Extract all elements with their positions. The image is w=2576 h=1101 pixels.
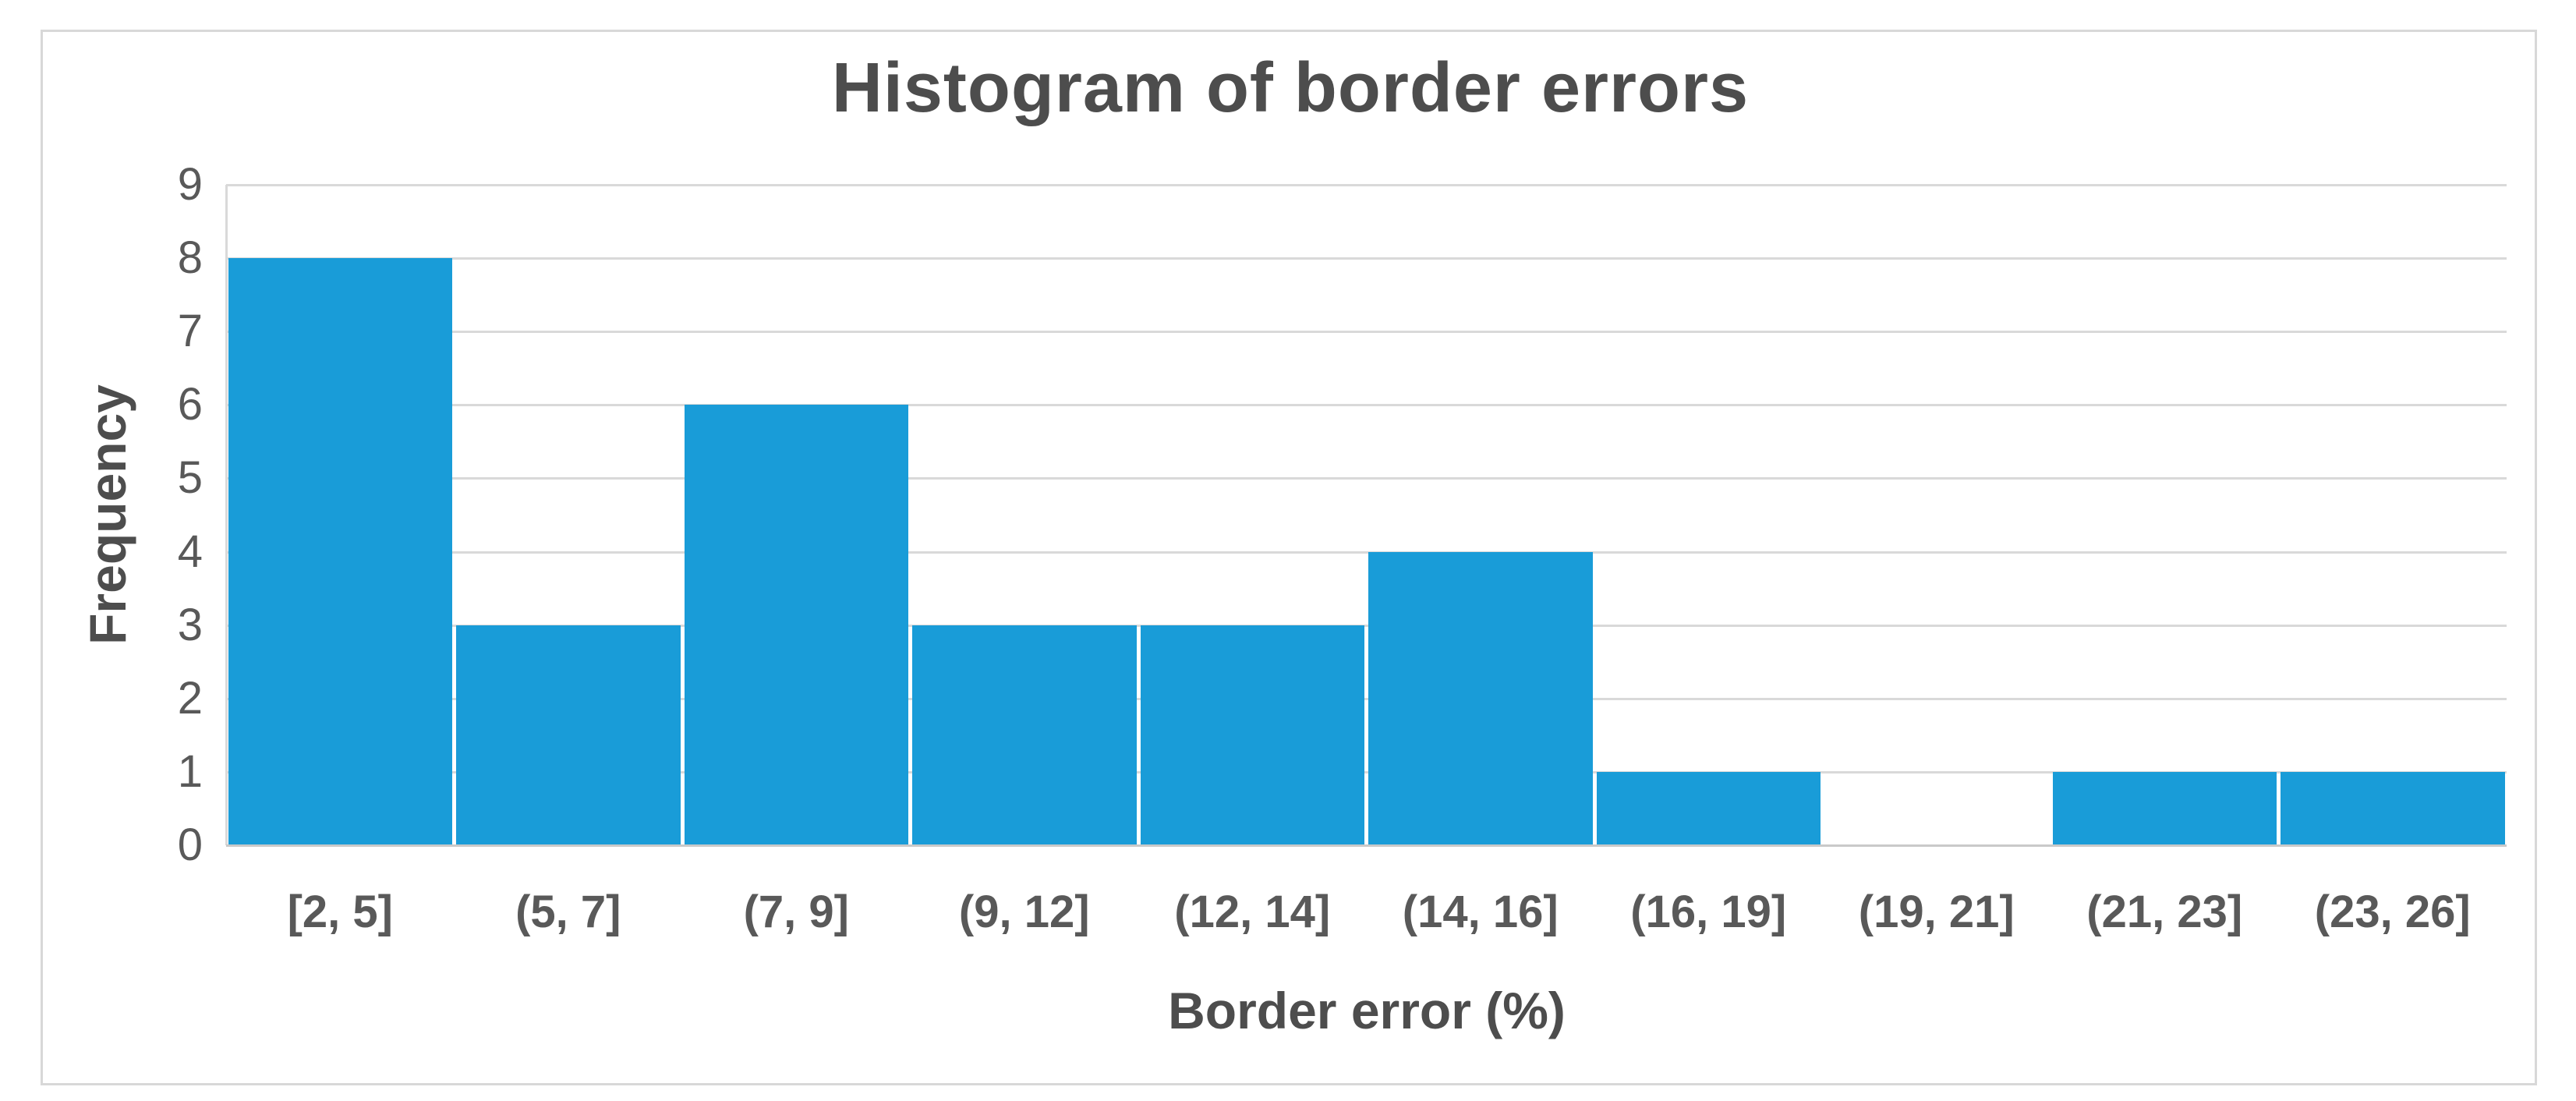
bar-(5, 7]	[456, 625, 681, 845]
x-tick-label-2: (7, 9]	[743, 887, 849, 937]
x-axis-title: Border error (%)	[1168, 982, 1566, 1039]
gridline-y-5	[226, 477, 2507, 480]
x-tick-label-7: (19, 21]	[1858, 887, 2015, 937]
bar-(21, 23]	[2052, 771, 2277, 845]
bar-(14, 16]	[1368, 551, 1593, 845]
x-tick-label-1: (5, 7]	[515, 887, 621, 937]
x-tick-label-3: (9, 12]	[958, 887, 1090, 937]
x-tick-label-5: (14, 16]	[1402, 887, 1559, 937]
y-tick-label-6: 6	[177, 379, 203, 430]
gridline-y-7	[226, 331, 2507, 334]
bar-(16, 19]	[1596, 771, 1821, 845]
chart-title: Histogram of border errors	[831, 49, 1750, 127]
x-tick-label-0: [2, 5]	[287, 887, 393, 937]
y-tick-label-9: 9	[177, 159, 203, 210]
x-tick-label-9: (23, 26]	[2314, 887, 2471, 937]
gridline-y-3	[226, 624, 2507, 627]
gridline-y-1	[226, 770, 2507, 774]
y-axis-line	[225, 185, 228, 845]
x-tick-label-8: (21, 23]	[2086, 887, 2243, 937]
gridline-y-8	[226, 257, 2507, 260]
y-tick-label-4: 4	[177, 526, 203, 577]
y-tick-label-1: 1	[177, 745, 203, 797]
gridline-y-2	[226, 697, 2507, 700]
y-tick-label-3: 3	[177, 599, 203, 650]
gridline-y-9	[226, 184, 2507, 186]
x-axis-line	[226, 844, 2507, 847]
chart-frame	[41, 30, 2537, 1085]
bar-(23, 26]	[2281, 771, 2505, 845]
y-tick-label-2: 2	[177, 672, 203, 724]
bar-(12, 14]	[1140, 625, 1364, 845]
y-tick-label-7: 7	[177, 306, 203, 357]
y-tick-label-8: 8	[177, 232, 203, 284]
x-tick-label-6: (16, 19]	[1630, 887, 1787, 937]
bar-(9, 12]	[912, 625, 1137, 845]
gridline-y-6	[226, 404, 2507, 407]
gridline-y-4	[226, 550, 2507, 554]
y-tick-label-5: 5	[177, 452, 203, 504]
bar-[2, 5]	[228, 258, 452, 845]
y-tick-label-0: 0	[177, 820, 203, 870]
x-tick-label-4: (12, 14]	[1174, 887, 1331, 937]
bar-(7, 9]	[684, 405, 908, 845]
